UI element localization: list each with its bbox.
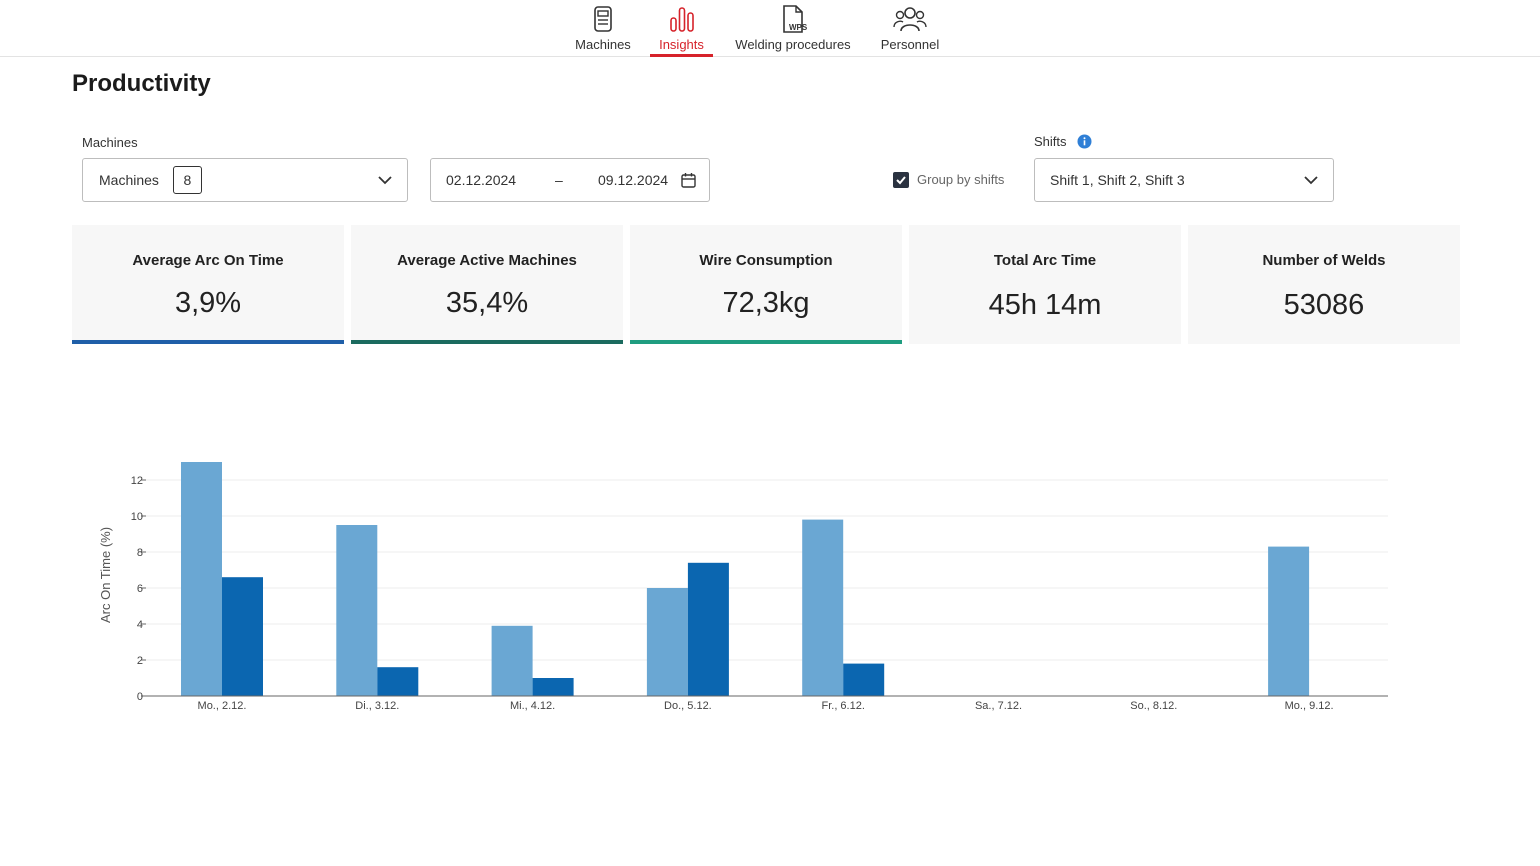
kpi-card-number-of-welds[interactable]: Number of Welds 53086 xyxy=(1188,225,1460,344)
kpi-accent-bar xyxy=(72,340,344,344)
kpi-title: Number of Welds xyxy=(1262,252,1386,269)
kpi-card-arc-on-time[interactable]: Average Arc On Time 3,9% xyxy=(72,225,344,344)
y-tick-label: 8 xyxy=(137,547,143,559)
x-tick-label: Di., 3.12. xyxy=(355,700,399,712)
kpi-card-total-arc-time[interactable]: Total Arc Time 45h 14m xyxy=(909,225,1181,344)
kpi-accent-bar xyxy=(630,340,902,344)
nav-machines[interactable]: Machines xyxy=(574,0,632,57)
machines-filter-label: Machines xyxy=(82,135,138,150)
kpi-title: Average Arc On Time xyxy=(132,252,284,269)
calendar-icon[interactable] xyxy=(681,172,696,191)
kpi-value: 45h 14m xyxy=(988,289,1102,321)
top-navigation: Machines Insights WPS Welding procedures… xyxy=(0,0,1540,57)
date-from[interactable]: 02.12.2024 xyxy=(446,172,517,188)
x-tick-label: So., 8.12. xyxy=(1130,700,1177,712)
x-tick-label: Mi., 4.12. xyxy=(510,700,555,712)
y-tick-label: 0 xyxy=(137,691,143,703)
nav-label: Personnel xyxy=(880,37,940,52)
date-to[interactable]: 09.12.2024 xyxy=(598,172,669,188)
chart-y-ticks: 0 2 4 6 8 10 12 xyxy=(131,475,146,703)
group-by-shifts-label[interactable]: Group by shifts xyxy=(917,172,1005,187)
kpi-accent-bar xyxy=(351,340,623,344)
kpi-title: Average Active Machines xyxy=(397,252,577,269)
y-tick-label: 6 xyxy=(137,583,143,595)
y-tick-label: 2 xyxy=(137,655,143,667)
nav-label: Insights xyxy=(659,37,704,52)
bar-series-1-4[interactable] xyxy=(802,519,844,696)
chart-gridlines xyxy=(146,479,1388,661)
date-separator: – xyxy=(555,172,563,188)
people-icon xyxy=(893,4,927,34)
info-icon[interactable] xyxy=(1077,134,1092,154)
bar-series-1-2[interactable] xyxy=(491,625,533,696)
kpi-title: Wire Consumption xyxy=(699,252,833,269)
bar-series-2-1[interactable] xyxy=(377,667,419,696)
x-tick-label: Fr., 6.12. xyxy=(821,700,864,712)
machine-icon xyxy=(593,4,613,34)
chevron-down-icon xyxy=(377,172,393,191)
x-tick-label: Sa., 7.12. xyxy=(975,700,1022,712)
machines-count-badge: 8 xyxy=(172,166,202,194)
shifts-select-value: Shift 1, Shift 2, Shift 3 xyxy=(1050,172,1185,188)
machines-select-value: Machines xyxy=(99,172,159,188)
kpi-title: Total Arc Time xyxy=(993,252,1097,269)
page-title: Productivity xyxy=(72,70,211,97)
chart-bars xyxy=(181,462,1310,696)
date-range-picker[interactable]: 02.12.2024 – 09.12.2024 xyxy=(430,158,710,202)
x-tick-label: Mo., 9.12. xyxy=(1285,700,1334,712)
bar-series-1-1[interactable] xyxy=(336,525,378,696)
bar-series-2-0[interactable] xyxy=(222,577,263,696)
kpi-value: 35,4% xyxy=(445,287,529,319)
bar-series-2-4[interactable] xyxy=(843,663,885,696)
nav-personnel[interactable]: Personnel xyxy=(879,0,941,57)
nav-welding-procedures[interactable]: WPS Welding procedures xyxy=(731,0,855,57)
group-by-shifts-checkbox[interactable] xyxy=(893,172,909,188)
bar-series-2-3[interactable] xyxy=(687,562,729,696)
bar-series-1-3[interactable] xyxy=(646,588,688,696)
kpi-value: 3,9% xyxy=(174,287,242,319)
kpi-value: 53086 xyxy=(1283,289,1365,321)
shifts-select[interactable]: Shift 1, Shift 2, Shift 3 xyxy=(1034,158,1334,202)
wps-document-icon: WPS xyxy=(778,4,808,34)
chevron-down-icon xyxy=(1303,172,1319,191)
nav-insights[interactable]: Insights xyxy=(650,0,713,57)
arc-on-time-bar-chart: 0 2 4 6 8 10 12 Mo., 2.12. Di., 3.12. Mi., 4.12.… xyxy=(98,462,1388,712)
bar-series-1-7[interactable] xyxy=(1268,546,1310,696)
kpi-value: 72,3kg xyxy=(722,287,810,319)
machines-select[interactable]: Machines 8 xyxy=(82,158,408,202)
kpi-card-active-machines[interactable]: Average Active Machines 35,4% xyxy=(351,225,623,344)
nav-label: Machines xyxy=(575,37,631,52)
nav-label: Welding procedures xyxy=(735,37,851,52)
chart-y-axis-label: Arc On Time (%) xyxy=(98,527,113,623)
bar-series-2-2[interactable] xyxy=(532,678,574,696)
y-tick-label: 12 xyxy=(131,475,143,487)
svg-text:WPS: WPS xyxy=(789,23,808,32)
y-tick-label: 4 xyxy=(137,619,143,631)
bar-series-1-0[interactable] xyxy=(181,462,222,696)
shifts-filter-label: Shifts xyxy=(1034,134,1067,149)
x-tick-label: Do., 5.12. xyxy=(664,700,712,712)
y-tick-label: 10 xyxy=(131,511,143,523)
x-tick-label: Mo., 2.12. xyxy=(198,700,247,712)
kpi-card-wire-consumption[interactable]: Wire Consumption 72,3kg xyxy=(630,225,902,344)
chart-x-ticks: Mo., 2.12. Di., 3.12. Mi., 4.12. Do., 5.12.… xyxy=(198,700,1334,712)
bar-chart-icon xyxy=(669,4,694,34)
checkmark-icon xyxy=(896,176,906,185)
